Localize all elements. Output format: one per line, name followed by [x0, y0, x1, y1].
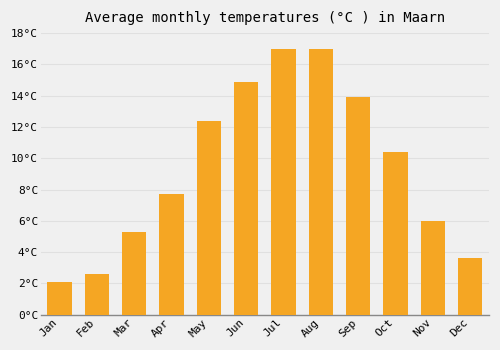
Bar — [234, 82, 258, 315]
Bar — [197, 121, 221, 315]
Bar — [48, 282, 72, 315]
Title: Average monthly temperatures (°C ) in Maarn: Average monthly temperatures (°C ) in Ma… — [85, 11, 445, 25]
Bar — [85, 274, 109, 315]
Bar — [346, 97, 370, 315]
Bar — [421, 221, 445, 315]
Bar — [309, 49, 333, 315]
Bar — [160, 194, 184, 315]
Bar — [122, 232, 146, 315]
Bar — [384, 152, 407, 315]
Bar — [458, 258, 482, 315]
Bar — [272, 49, 295, 315]
